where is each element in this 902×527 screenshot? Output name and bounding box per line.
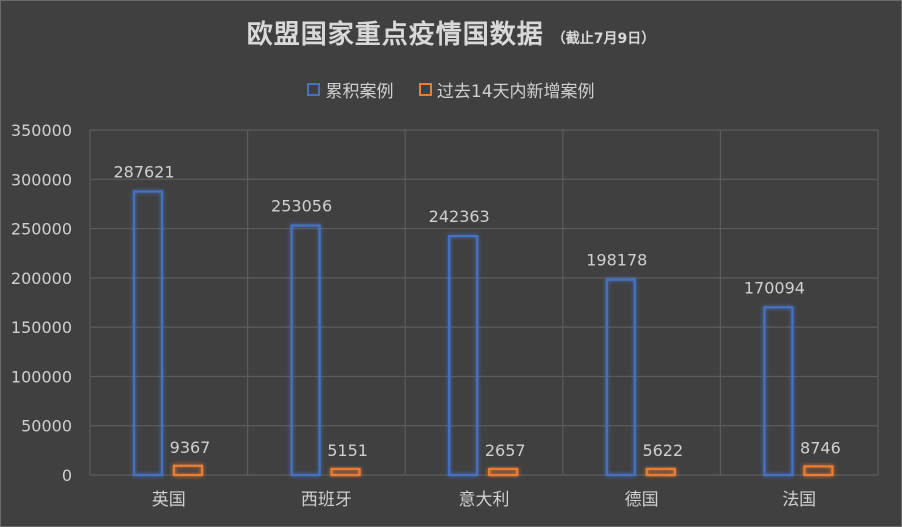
bar-cumulative xyxy=(290,224,321,477)
y-tick-label: 100000 xyxy=(11,367,72,386)
legend-item-new-14d: 过去14天内新增案例 xyxy=(418,77,595,102)
bar-new-14d xyxy=(488,467,519,477)
x-tick-label: 意大利 xyxy=(459,490,510,510)
data-label-cumulative: 242363 xyxy=(429,207,490,226)
y-tick-label: 250000 xyxy=(11,220,72,239)
data-label-cumulative: 287621 xyxy=(113,162,174,181)
y-tick-label: 50000 xyxy=(21,417,72,436)
legend-label-cumulative: 累积案例 xyxy=(325,82,394,102)
bar-cumulative xyxy=(132,190,164,477)
chart-title: 欧盟国家重点疫情国数据 xyxy=(246,20,544,50)
y-tick-label: 150000 xyxy=(11,318,72,337)
y-tick-label: 350000 xyxy=(11,121,72,140)
x-tick-label: 英国 xyxy=(152,490,186,510)
y-tick-label: 0 xyxy=(62,466,72,485)
chart-subtitle: （截止7月9日） xyxy=(551,31,656,47)
legend-swatch-cumulative xyxy=(307,83,321,96)
chart-title-block: 欧盟国家重点疫情国数据 （截止7月9日） xyxy=(0,14,902,51)
y-tick-label: 300000 xyxy=(11,170,72,189)
y-tick-label: 200000 xyxy=(11,269,72,288)
bar-new-14d xyxy=(330,467,361,477)
chart-legend: 累积案例 过去14天内新增案例 xyxy=(0,77,902,102)
legend-swatch-new-14d xyxy=(418,83,432,96)
data-label-cumulative: 198178 xyxy=(586,251,647,270)
bar-new-14d xyxy=(645,467,676,477)
bar-new-14d xyxy=(803,465,834,477)
x-tick-label: 德国 xyxy=(625,490,659,510)
data-label-new-14d: 2657 xyxy=(485,441,526,460)
x-tick-label: 法国 xyxy=(782,490,816,510)
legend-label-new-14d: 过去14天内新增案例 xyxy=(436,82,595,102)
data-label-cumulative: 253056 xyxy=(271,197,332,216)
legend-item-cumulative: 累积案例 xyxy=(307,77,393,102)
bar-new-14d xyxy=(172,464,204,477)
bar-cumulative xyxy=(605,278,636,477)
data-label-new-14d: 9367 xyxy=(170,438,211,457)
data-label-cumulative: 170094 xyxy=(744,278,805,297)
data-label-new-14d: 8746 xyxy=(800,438,841,457)
bar-cumulative xyxy=(448,234,479,477)
x-tick-label: 西班牙 xyxy=(301,490,352,510)
data-label-new-14d: 5151 xyxy=(327,441,368,460)
bar-cumulative xyxy=(763,306,794,477)
data-label-new-14d: 5622 xyxy=(642,441,683,460)
